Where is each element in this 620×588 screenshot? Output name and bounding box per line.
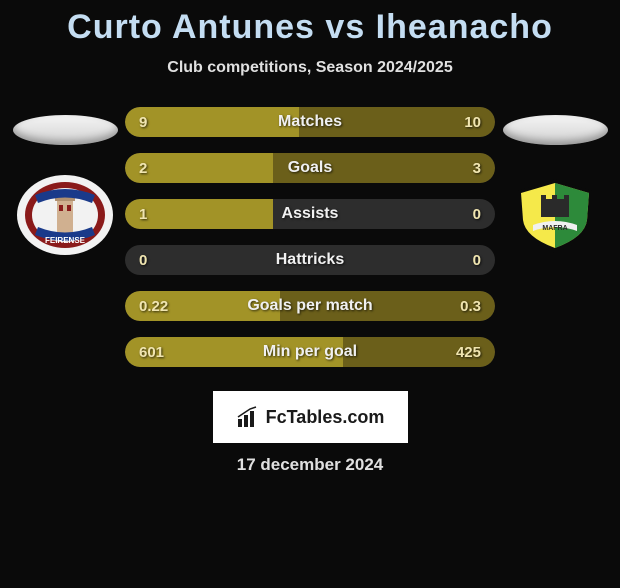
stat-row: 601425Min per goal bbox=[125, 337, 495, 367]
crest-right: MAFRA bbox=[505, 173, 605, 258]
date-text: 17 december 2024 bbox=[0, 455, 620, 475]
right-side: MAFRA bbox=[495, 107, 615, 258]
stat-label: Goals per match bbox=[125, 291, 495, 321]
stat-label: Hattricks bbox=[125, 245, 495, 275]
stat-row: 10Assists bbox=[125, 199, 495, 229]
stat-label: Min per goal bbox=[125, 337, 495, 367]
page-title: Curto Antunes vs Iheanacho bbox=[0, 8, 620, 47]
stat-row: 910Matches bbox=[125, 107, 495, 137]
comparison-content: FEIRENSE 910Matches 23Goals 10Assists 00Hat… bbox=[0, 107, 620, 367]
stats-list: 910Matches 23Goals 10Assists 00Hattricks 0.2… bbox=[125, 107, 495, 367]
left-side: FEIRENSE bbox=[5, 107, 125, 258]
stat-row: 0.220.3Goals per match bbox=[125, 291, 495, 321]
crest-left: FEIRENSE bbox=[15, 173, 115, 258]
brand-text: FcTables.com bbox=[266, 407, 385, 428]
stat-row: 23Goals bbox=[125, 153, 495, 183]
stat-label: Assists bbox=[125, 199, 495, 229]
svg-text:MAFRA: MAFRA bbox=[542, 225, 567, 232]
stat-row: 00Hattricks bbox=[125, 245, 495, 275]
player-avatar-right bbox=[503, 115, 608, 145]
svg-text:FEIRENSE: FEIRENSE bbox=[45, 236, 86, 245]
brand-badge: FcTables.com bbox=[213, 391, 408, 443]
bars-icon bbox=[236, 405, 260, 429]
stat-label: Goals bbox=[125, 153, 495, 183]
stat-label: Matches bbox=[125, 107, 495, 137]
subtitle: Club competitions, Season 2024/2025 bbox=[0, 59, 620, 77]
player-avatar-left bbox=[13, 115, 118, 145]
